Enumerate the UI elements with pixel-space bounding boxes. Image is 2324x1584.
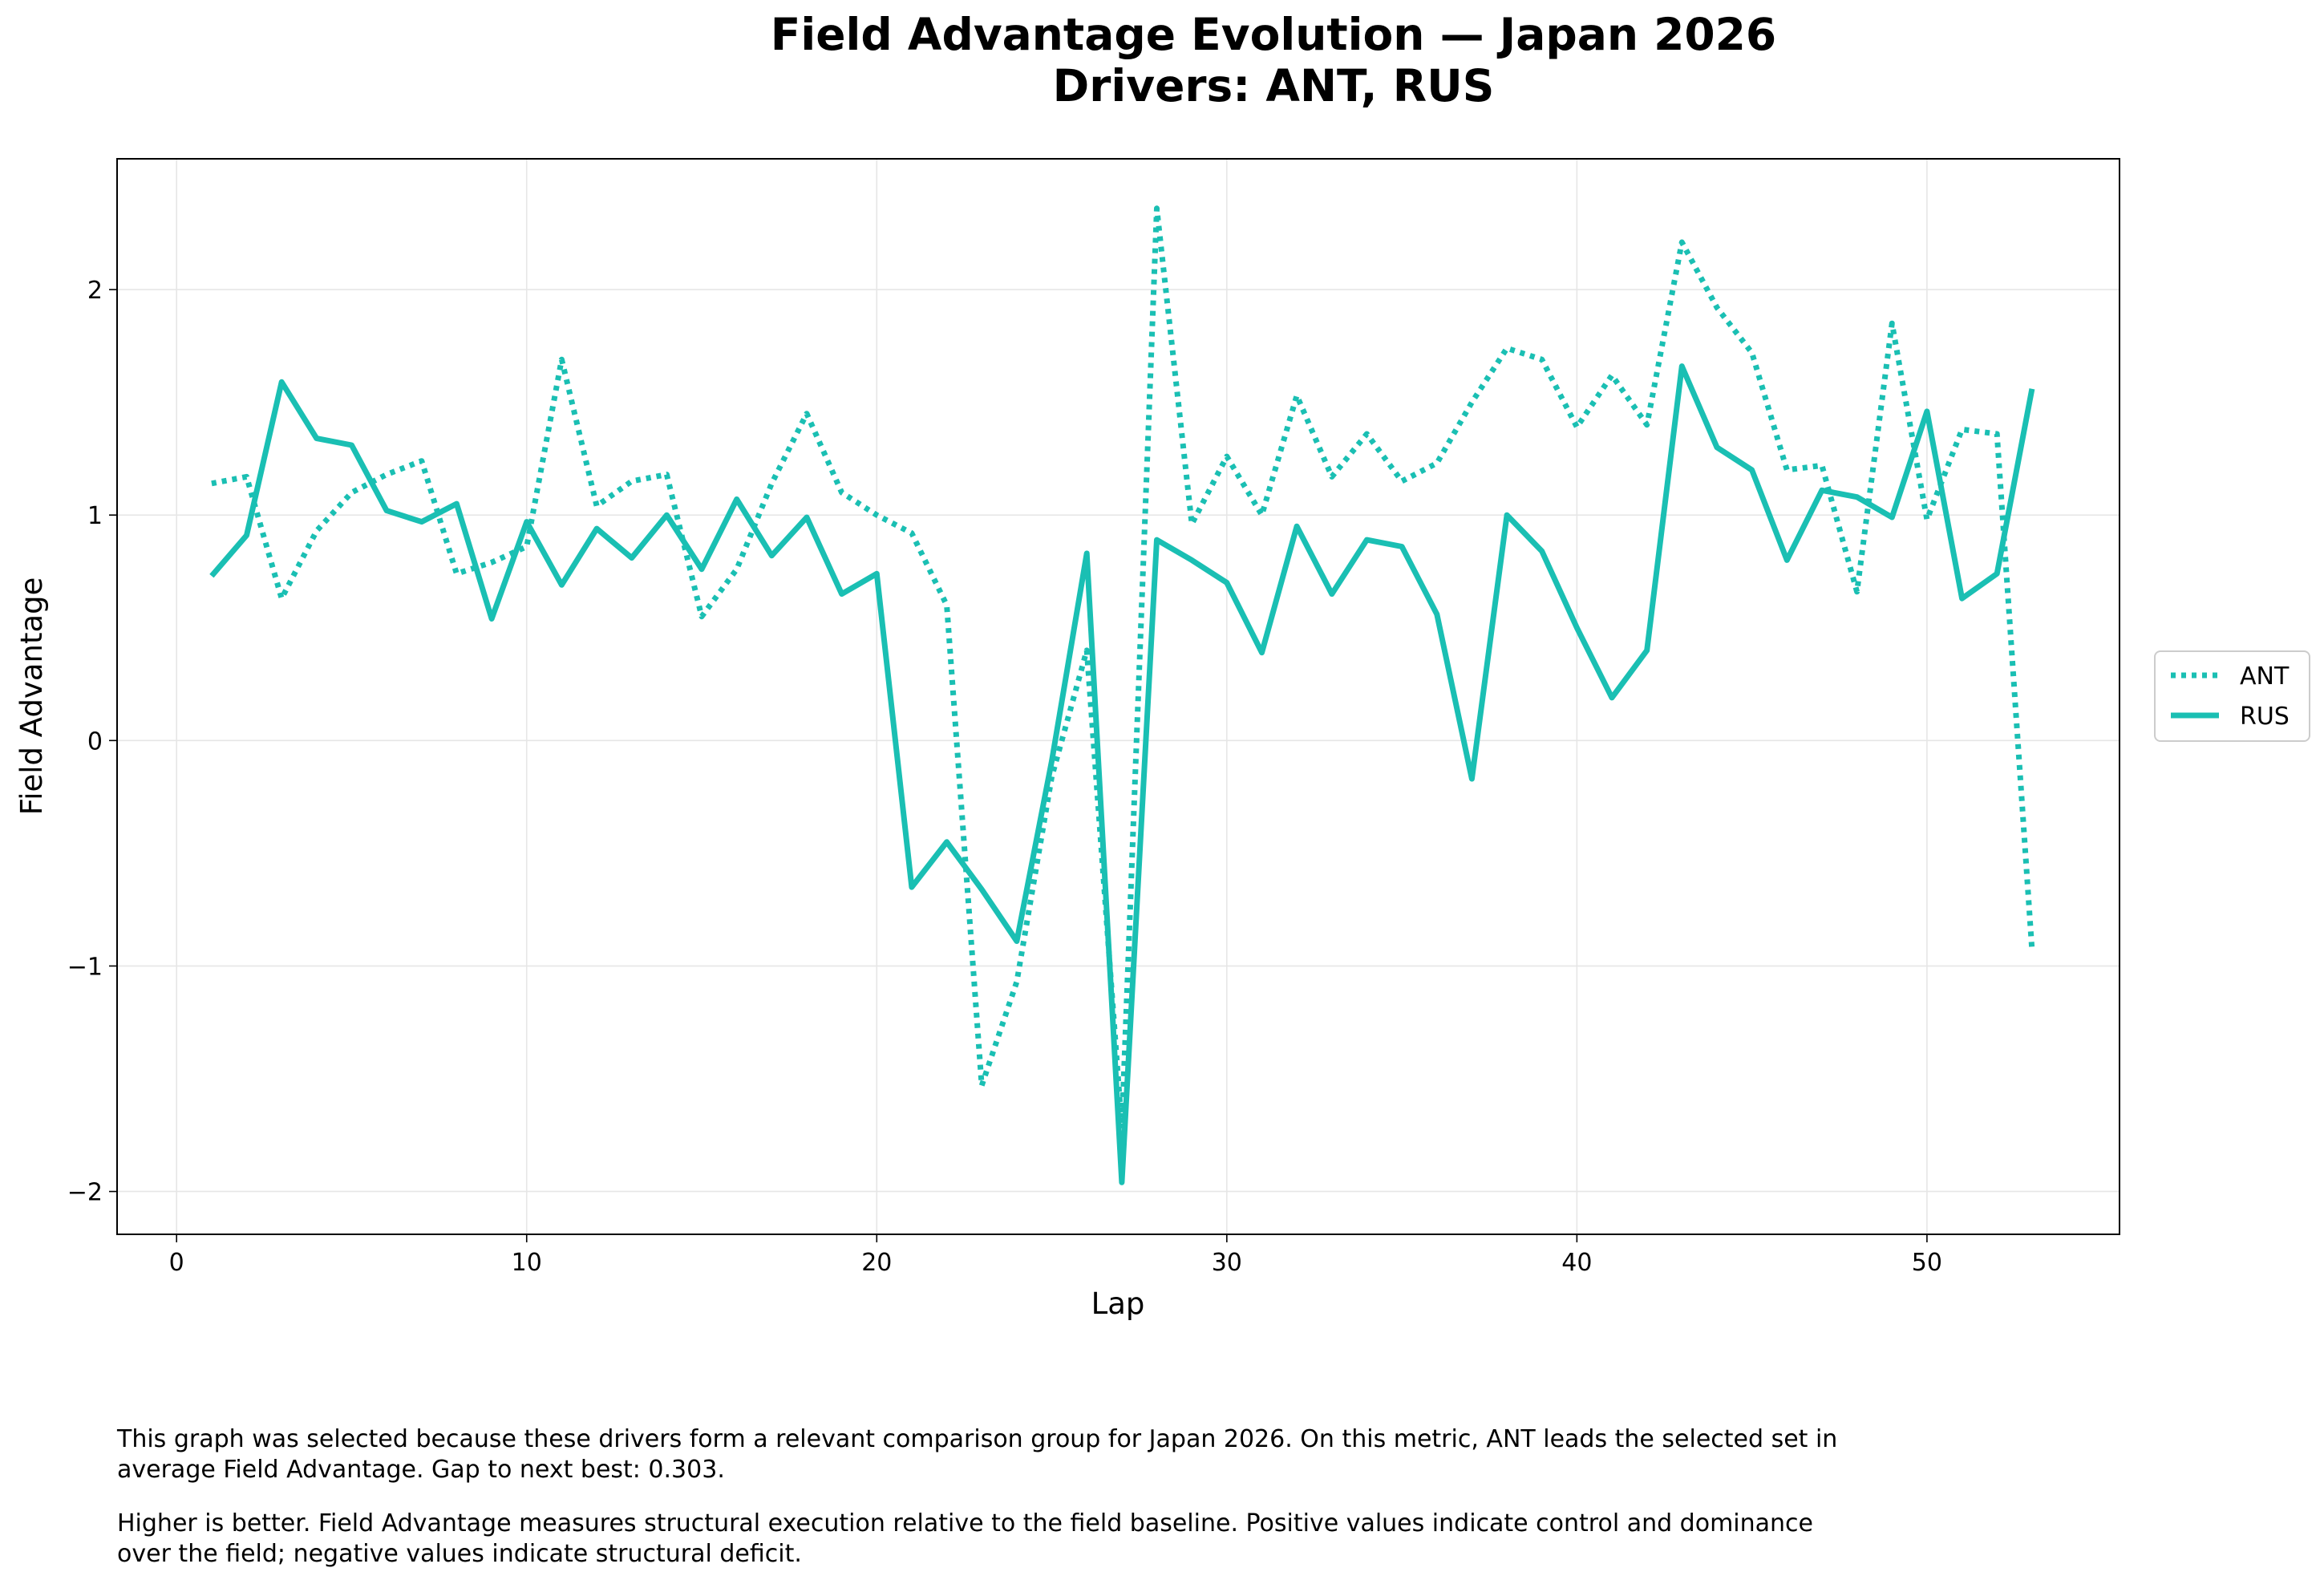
caption-p2-line1: Higher is better. Field Advantage measur…: [117, 1509, 1813, 1537]
plot-area: [117, 159, 2120, 1234]
axis-ticks: 0 10 20 30 40 50 −2 −1 0 1 2: [67, 277, 1942, 1277]
plot-frame: [116, 158, 2120, 1235]
x-tick-label: 10: [512, 1249, 542, 1277]
y-tick-label: −1: [67, 953, 103, 981]
series-layer: [209, 205, 2035, 1185]
y-tick-label: −2: [67, 1179, 103, 1207]
caption-p2-line2: over the field; negative values indicate…: [117, 1540, 802, 1568]
x-tick-label: 50: [1912, 1249, 1942, 1277]
caption-paragraph-1: This graph was selected because these dr…: [117, 1424, 2218, 1485]
series-line-rus: [209, 363, 2035, 1185]
caption-p1-line1: This graph was selected because these dr…: [117, 1425, 1838, 1453]
x-axis-label: Lap: [1091, 1286, 1145, 1321]
x-tick-label: 0: [169, 1249, 184, 1277]
legend: ANT RUS: [2154, 650, 2310, 742]
legend-ant-label: ANT: [2240, 662, 2290, 691]
chart-title-line2: Drivers: ANT, RUS: [1053, 60, 1495, 111]
y-axis-label: Field Advantage: [14, 577, 49, 816]
caption-p1-line2: average Field Advantage. Gap to next bes…: [117, 1456, 725, 1484]
y-tick-label: 2: [87, 277, 103, 305]
x-tick-label: 40: [1561, 1249, 1592, 1277]
y-tick-label: 0: [87, 727, 103, 756]
y-tick-label: 1: [87, 502, 103, 530]
chart-title-line1: Field Advantage Evolution — Japan 2026: [771, 9, 1776, 60]
x-tick-label: 20: [861, 1249, 892, 1277]
legend-rus-label: RUS: [2240, 703, 2290, 731]
caption-paragraph-2: Higher is better. Field Advantage measur…: [117, 1509, 2218, 1570]
grid-lines: [117, 159, 2120, 1234]
x-tick-label: 30: [1212, 1249, 1242, 1277]
series-line-ant: [211, 205, 2035, 1132]
